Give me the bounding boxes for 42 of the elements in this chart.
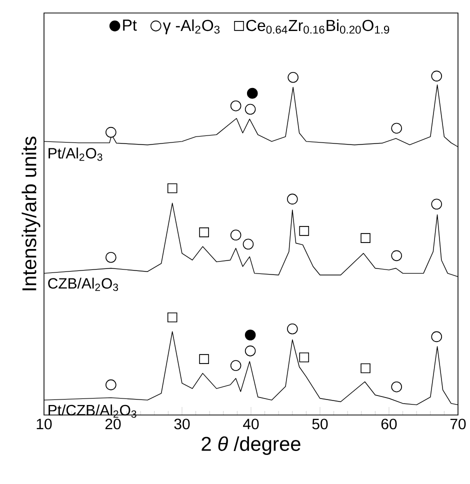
- point: [167, 312, 178, 322]
- series-label: CZB/Al$_{2}$O$_{3}$: [48, 278, 118, 292]
- y-axis-title: Intensity/arb units: [22, 136, 40, 290]
- point: [230, 360, 242, 371]
- point: [106, 126, 116, 138]
- x-tick-label: 20: [105, 418, 121, 430]
- point: [391, 122, 402, 134]
- point: [431, 331, 442, 342]
- point: [391, 381, 402, 392]
- point: [242, 238, 254, 250]
- point: [360, 233, 370, 243]
- point: [288, 72, 298, 83]
- point: [199, 227, 209, 238]
- point: [246, 88, 258, 99]
- legend-label: Ce$_{0.64}$Zr$_{0.16}$Bi$_{0.20}$O$_{1.9}$: [246, 19, 390, 34]
- x-tick-label: 10: [36, 418, 52, 430]
- point: [391, 250, 402, 262]
- point: [244, 104, 256, 115]
- point: [167, 183, 178, 194]
- point: [106, 379, 116, 390]
- x-tick-label: 70: [450, 418, 466, 430]
- x-tick-label: 30: [174, 418, 190, 430]
- point: [244, 330, 256, 340]
- point: [299, 352, 310, 362]
- point: [230, 100, 242, 112]
- point: [287, 324, 298, 334]
- point: [106, 252, 116, 263]
- point: [360, 363, 370, 374]
- point: [230, 230, 242, 240]
- legend-label: Pt: [123, 20, 137, 31]
- x-tick-label: 40: [243, 418, 259, 430]
- point: [299, 226, 310, 236]
- x-tick-label: 50: [312, 418, 328, 430]
- x-tick-label: 60: [381, 418, 397, 430]
- point: [287, 194, 298, 204]
- point: [431, 198, 442, 210]
- legend-label: γ -Al$_{2}$O$_{3}$: [162, 19, 220, 34]
- point: [244, 346, 256, 356]
- point: [431, 70, 442, 82]
- x-axis-title: 2 θ /degree: [202, 436, 300, 455]
- series-label: Pt/Al$_{2}$O$_{3}$: [48, 148, 102, 161]
- point: [199, 354, 209, 364]
